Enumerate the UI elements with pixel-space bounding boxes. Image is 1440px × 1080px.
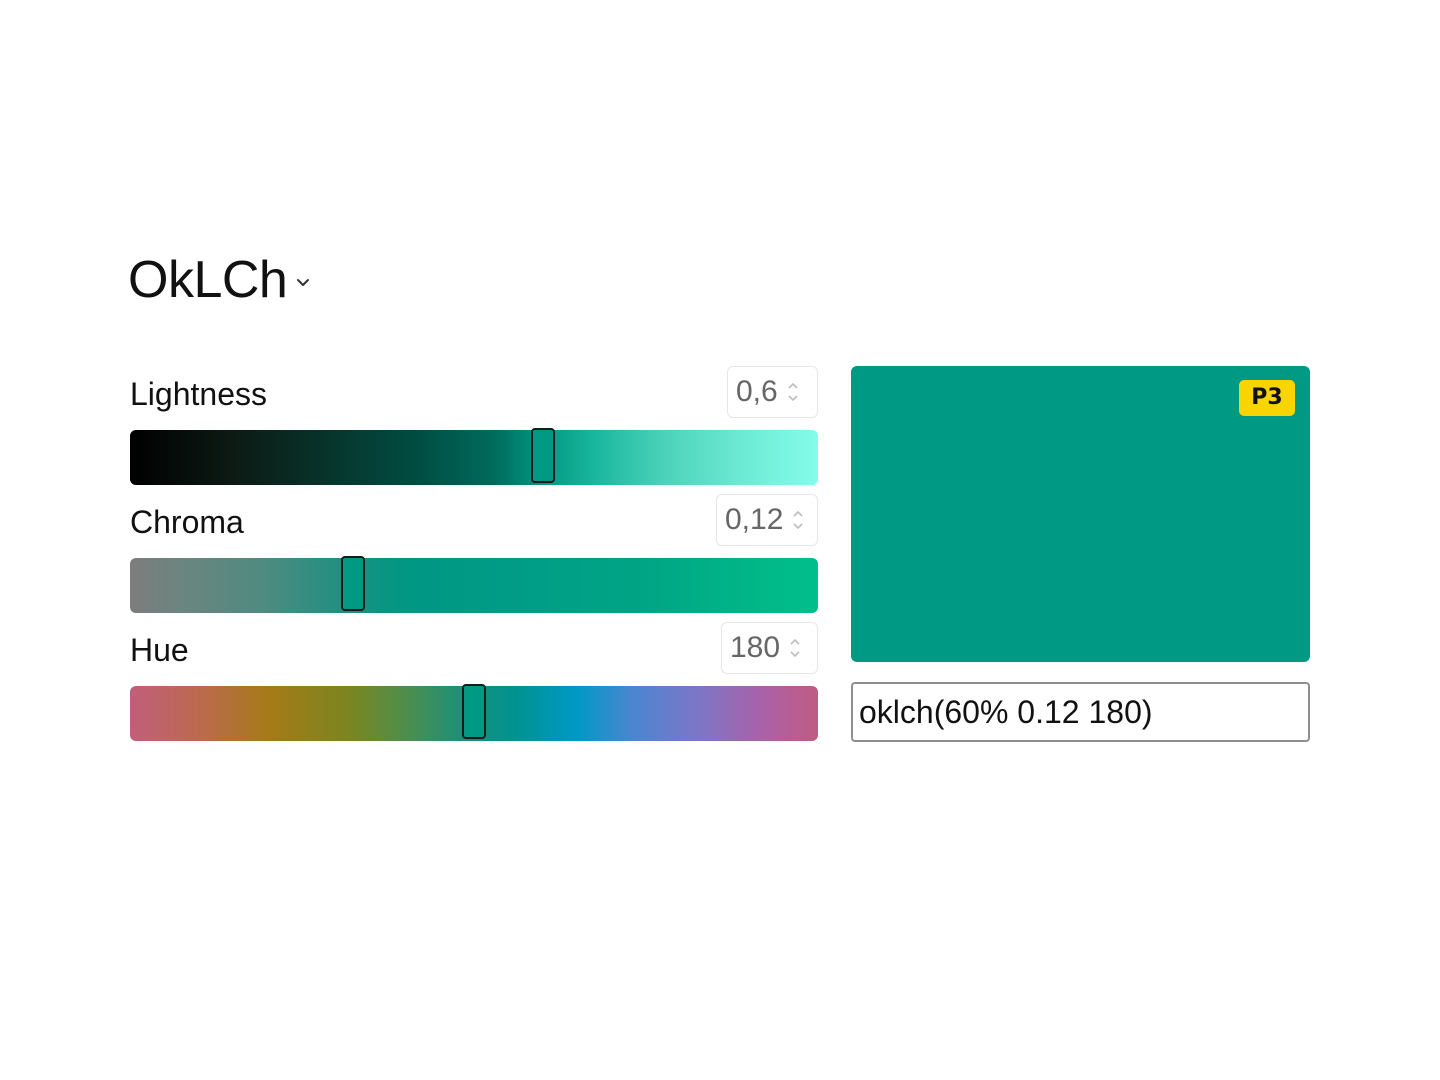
hue-slider-thumb[interactable] [462, 684, 486, 739]
hue-value: 180 [730, 631, 781, 664]
hue-slider-track[interactable] [130, 684, 818, 741]
color-code-input[interactable] [851, 682, 1310, 742]
hue-stepper[interactable] [788, 628, 802, 668]
hue-number-input[interactable]: 180 [721, 622, 818, 674]
chroma-slider-track[interactable] [130, 556, 818, 613]
step-down-icon[interactable] [791, 520, 805, 532]
chroma-slider-thumb[interactable] [341, 556, 365, 611]
step-up-icon[interactable] [786, 380, 800, 392]
color-space-title: OkLCh [128, 251, 288, 309]
chroma-stepper[interactable] [791, 500, 805, 540]
hue-label: Hue [130, 632, 189, 668]
lightness-label: Lightness [130, 376, 267, 412]
step-up-icon[interactable] [791, 508, 805, 520]
chroma-number-input[interactable]: 0,12 [716, 494, 818, 546]
lightness-slider-track[interactable] [130, 428, 818, 485]
chroma-value: 0,12 [725, 503, 784, 536]
lightness-value: 0,6 [736, 375, 778, 408]
step-down-icon[interactable] [786, 392, 800, 404]
lightness-stepper[interactable] [786, 372, 800, 412]
color-preview-swatch: P3 [851, 366, 1310, 662]
chroma-control: Chroma 0,12 [130, 494, 818, 622]
chroma-label: Chroma [130, 504, 244, 540]
lightness-number-input[interactable]: 0,6 [727, 366, 818, 418]
channel-controls: Lightness 0,6 Chroma 0,12 [130, 366, 818, 750]
lightness-control: Lightness 0,6 [130, 366, 818, 494]
lightness-slider-thumb[interactable] [531, 428, 555, 483]
step-down-icon[interactable] [788, 648, 802, 660]
gamut-badge: P3 [1239, 380, 1295, 416]
step-up-icon[interactable] [788, 636, 802, 648]
chevron-down-icon [297, 279, 310, 286]
color-space-dropdown[interactable]: OkLCh [128, 248, 313, 312]
hue-control: Hue 180 [130, 622, 818, 750]
